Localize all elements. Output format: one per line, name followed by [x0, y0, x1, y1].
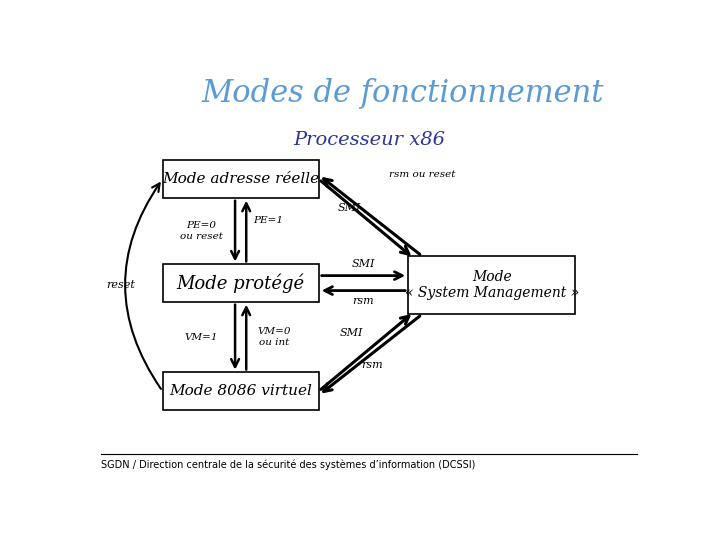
- Text: Mode adresse réelle: Mode adresse réelle: [162, 172, 319, 186]
- Text: rsm: rsm: [353, 296, 374, 306]
- Text: rsm: rsm: [361, 360, 382, 370]
- Text: VM=0
ou int: VM=0 ou int: [257, 327, 291, 347]
- Text: PE=1: PE=1: [253, 216, 284, 225]
- FancyBboxPatch shape: [163, 265, 319, 302]
- Text: Modes de fonctionnement: Modes de fonctionnement: [201, 78, 604, 110]
- Text: Mode protégé: Mode protégé: [176, 273, 305, 293]
- Text: rsm ou reset: rsm ou reset: [389, 171, 455, 179]
- FancyBboxPatch shape: [163, 373, 319, 410]
- Text: SMI: SMI: [339, 328, 363, 338]
- Text: reset: reset: [107, 280, 135, 290]
- FancyBboxPatch shape: [408, 256, 575, 314]
- Text: SGDN / Direction centrale de la sécurité des systèmes d’information (DCSSI): SGDN / Direction centrale de la sécurité…: [101, 460, 475, 470]
- Text: Mode
« System Management »: Mode « System Management »: [405, 270, 579, 300]
- FancyBboxPatch shape: [163, 160, 319, 198]
- Text: Processeur x86: Processeur x86: [293, 131, 445, 149]
- Text: SMI: SMI: [352, 259, 375, 269]
- Text: PE=0
ou reset: PE=0 ou reset: [180, 221, 223, 241]
- Text: Mode 8086 virtuel: Mode 8086 virtuel: [169, 384, 312, 398]
- Text: VM=1: VM=1: [185, 333, 218, 342]
- Text: SMI: SMI: [338, 203, 361, 213]
